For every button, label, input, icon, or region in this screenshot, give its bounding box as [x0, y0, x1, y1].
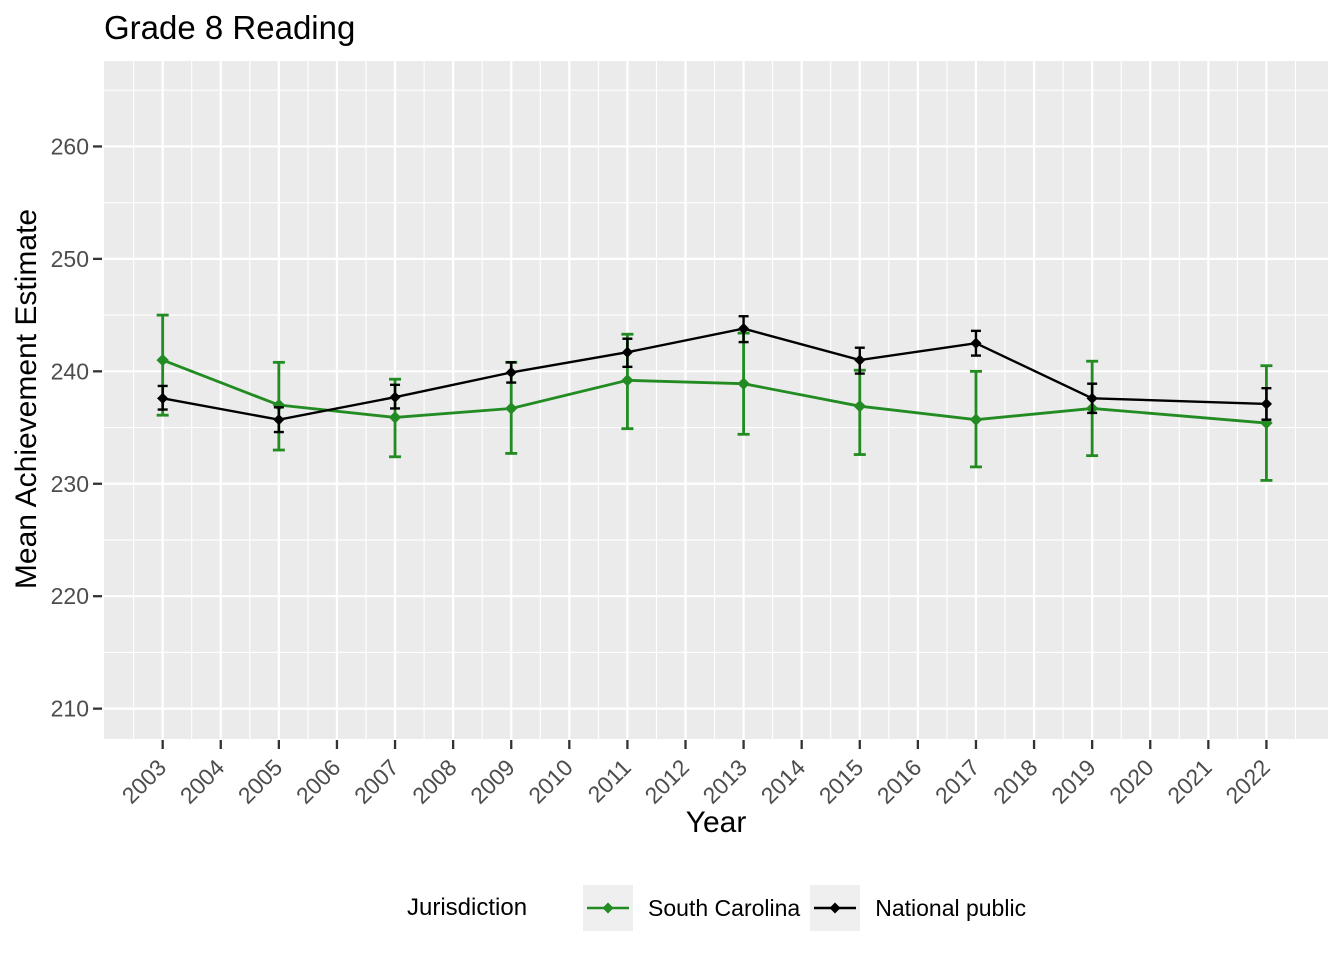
- x-tick-label: 2015: [814, 754, 869, 809]
- data-point-south-carolina: [156, 353, 169, 367]
- x-tick-label: 2003: [117, 754, 172, 809]
- legend-items: South Carolina National public: [583, 885, 1036, 931]
- y-tick-label: 240: [51, 358, 89, 384]
- data-point-national-public: [1086, 392, 1098, 404]
- data-point-south-carolina: [737, 377, 750, 390]
- x-tick-label: 2011: [583, 754, 636, 807]
- chart-title: Grade 8 Reading: [104, 9, 356, 46]
- data-point-national-public: [273, 414, 285, 426]
- data-point-national-public: [970, 337, 982, 349]
- y-axis-title: Mean Achievement Estimate: [10, 208, 43, 590]
- x-tick-label: 2014: [756, 754, 811, 809]
- data-point-south-carolina: [853, 399, 866, 413]
- legend-key-point: [602, 902, 614, 914]
- data-point-national-public: [389, 391, 401, 403]
- x-tick-label: 2010: [523, 754, 578, 809]
- data-point-national-public: [157, 392, 169, 404]
- y-tick-label: 250: [51, 246, 89, 272]
- data-point-national-public: [621, 346, 634, 358]
- legend-label-national-public: National public: [875, 894, 1027, 921]
- legend-key-glyph-south-carolina: [587, 902, 630, 914]
- legend-key-south-carolina: [583, 885, 634, 931]
- x-tick-label: 2009: [465, 754, 520, 809]
- data-point-national-public: [854, 354, 866, 366]
- x-tick-label: 2007: [349, 754, 404, 809]
- data-point-south-carolina: [621, 374, 634, 387]
- x-tick-label: 2018: [988, 754, 1043, 809]
- data-point-south-carolina: [505, 402, 518, 415]
- legend-title: Jurisdiction: [407, 894, 528, 921]
- legend-key-glyph-national-public: [814, 902, 857, 914]
- x-tick-label: 2005: [233, 754, 288, 809]
- y-tick-label: 220: [51, 583, 89, 609]
- data-point-south-carolina: [388, 411, 402, 424]
- x-tick-label: 2017: [930, 754, 985, 809]
- x-tick-label: 2016: [872, 754, 927, 809]
- x-tick-label: 2012: [639, 754, 694, 809]
- y-tick-label: 210: [51, 696, 89, 722]
- x-tick-label: 2019: [1046, 754, 1101, 809]
- x-tick-label: 2008: [407, 754, 462, 809]
- y-tick-label: 230: [51, 471, 89, 497]
- x-tick-label: 2021: [1162, 754, 1217, 809]
- data-point-national-public: [1260, 398, 1273, 410]
- x-tick-label: 2020: [1104, 754, 1159, 809]
- legend: Jurisdiction South Carolina National publ…: [407, 885, 1036, 931]
- y-tick-label: 260: [51, 133, 89, 159]
- x-tick-label: 2013: [698, 754, 753, 809]
- x-axis-title: Year: [685, 806, 747, 839]
- legend-key-national-public: [810, 885, 861, 931]
- legend-key-point: [829, 902, 841, 914]
- series-line-national-public: [162, 327, 1267, 421]
- x-tick-label: 2006: [291, 754, 346, 809]
- data-point-south-carolina: [969, 413, 983, 426]
- data-point-national-public: [505, 366, 517, 379]
- x-tick-label: 2022: [1220, 754, 1275, 809]
- x-tick-label: 2004: [175, 754, 230, 809]
- legend-label-south-carolina: South Carolina: [648, 894, 801, 921]
- data-point-national-public: [737, 323, 750, 335]
- series-line-south-carolina: [162, 358, 1267, 425]
